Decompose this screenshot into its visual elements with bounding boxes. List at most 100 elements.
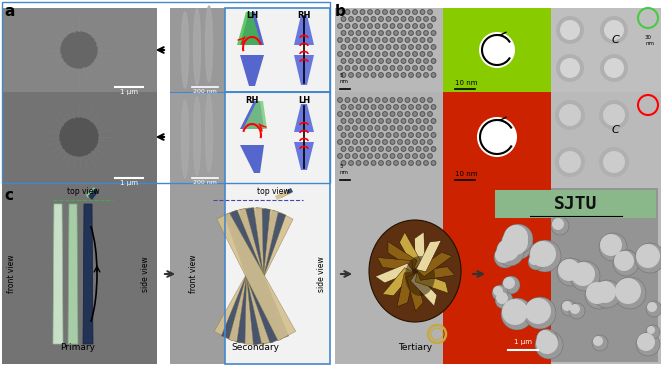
Circle shape — [417, 74, 420, 76]
Circle shape — [379, 59, 383, 63]
Circle shape — [394, 119, 398, 123]
Circle shape — [350, 74, 352, 76]
Polygon shape — [240, 55, 264, 86]
Circle shape — [556, 54, 584, 82]
Polygon shape — [294, 142, 314, 170]
Circle shape — [603, 151, 625, 173]
Circle shape — [387, 162, 390, 164]
Circle shape — [360, 140, 365, 144]
Circle shape — [421, 155, 424, 157]
Circle shape — [401, 105, 406, 109]
Circle shape — [362, 155, 364, 157]
Polygon shape — [240, 208, 273, 345]
Circle shape — [571, 262, 595, 286]
Polygon shape — [86, 187, 96, 198]
Circle shape — [365, 74, 368, 76]
Circle shape — [416, 147, 420, 151]
Circle shape — [425, 162, 427, 164]
Circle shape — [369, 141, 371, 143]
Ellipse shape — [206, 94, 212, 172]
Circle shape — [342, 120, 344, 122]
Circle shape — [408, 133, 413, 137]
Circle shape — [394, 133, 398, 137]
Circle shape — [399, 53, 401, 55]
Circle shape — [362, 53, 364, 55]
Circle shape — [365, 60, 368, 62]
Circle shape — [403, 148, 405, 150]
Circle shape — [372, 46, 375, 48]
Circle shape — [413, 38, 417, 42]
Circle shape — [403, 46, 405, 48]
Text: 200 nm: 200 nm — [193, 89, 217, 94]
Circle shape — [395, 162, 397, 164]
Circle shape — [354, 39, 356, 41]
Text: front view: front view — [188, 255, 198, 293]
Circle shape — [375, 112, 379, 116]
Circle shape — [354, 141, 356, 143]
Circle shape — [494, 246, 516, 268]
Ellipse shape — [194, 9, 200, 85]
Circle shape — [403, 106, 405, 108]
Circle shape — [417, 148, 420, 150]
Circle shape — [408, 59, 413, 63]
Circle shape — [372, 134, 375, 136]
Circle shape — [416, 161, 420, 165]
Circle shape — [503, 277, 515, 289]
Circle shape — [421, 53, 424, 55]
Circle shape — [570, 304, 580, 314]
Circle shape — [428, 154, 432, 158]
Circle shape — [420, 154, 425, 158]
Circle shape — [586, 282, 608, 304]
Bar — [278, 8, 330, 92]
Polygon shape — [224, 210, 289, 343]
Circle shape — [413, 154, 417, 158]
Circle shape — [417, 18, 420, 20]
Circle shape — [387, 106, 390, 108]
Circle shape — [368, 38, 372, 42]
Bar — [2, 92, 157, 364]
Circle shape — [395, 32, 397, 34]
Polygon shape — [383, 268, 413, 296]
Circle shape — [362, 141, 364, 143]
Circle shape — [350, 134, 352, 136]
Circle shape — [425, 120, 427, 122]
Circle shape — [383, 52, 387, 56]
Circle shape — [387, 60, 390, 62]
Circle shape — [405, 38, 410, 42]
Polygon shape — [407, 273, 423, 311]
Text: 5
nm: 5 nm — [340, 164, 349, 175]
Circle shape — [384, 127, 386, 129]
Circle shape — [364, 17, 368, 21]
Circle shape — [398, 126, 402, 130]
Circle shape — [354, 113, 356, 115]
Circle shape — [395, 74, 397, 76]
Circle shape — [383, 98, 387, 102]
Circle shape — [358, 18, 360, 20]
Circle shape — [395, 148, 397, 150]
Bar — [493, 188, 658, 362]
Circle shape — [390, 38, 395, 42]
Circle shape — [341, 133, 346, 137]
Circle shape — [356, 105, 361, 109]
Circle shape — [420, 38, 425, 42]
Bar — [225, 8, 330, 92]
Circle shape — [431, 17, 436, 21]
Circle shape — [405, 98, 410, 102]
Text: RH: RH — [245, 96, 258, 105]
Circle shape — [379, 45, 383, 49]
Circle shape — [341, 45, 346, 49]
Circle shape — [431, 119, 436, 123]
Circle shape — [391, 53, 394, 55]
Circle shape — [401, 17, 406, 21]
Bar — [2, 2, 330, 183]
Circle shape — [394, 31, 398, 35]
Circle shape — [492, 285, 508, 301]
Circle shape — [380, 60, 382, 62]
Circle shape — [356, 147, 361, 151]
Circle shape — [403, 134, 405, 136]
Circle shape — [537, 330, 553, 346]
Circle shape — [345, 10, 350, 14]
Circle shape — [604, 20, 624, 40]
Text: 5
nm: 5 nm — [340, 73, 349, 84]
Circle shape — [342, 32, 344, 34]
